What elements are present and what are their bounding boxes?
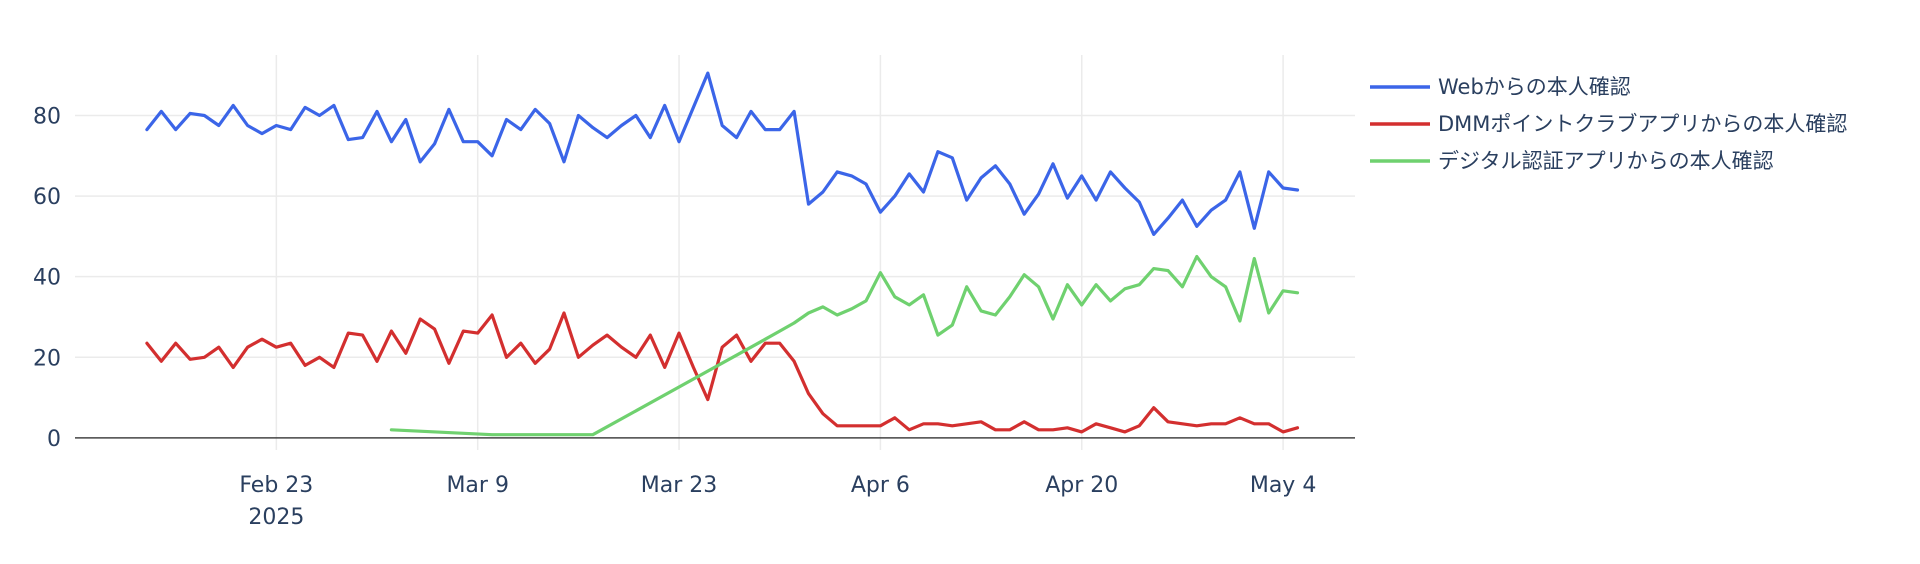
x-tick-label: Apr 20 bbox=[1045, 473, 1118, 498]
y-tick-label: 0 bbox=[47, 427, 61, 452]
x-tick-sublabel: 2025 bbox=[248, 505, 304, 530]
series-line-3 bbox=[389, 254, 1300, 437]
legend-item[interactable]: Webからの本人確認 bbox=[1370, 75, 1631, 99]
y-tick-label: 20 bbox=[33, 346, 61, 371]
legend[interactable]: Webからの本人確認 DMMポイントクラブアプリからの本人確認デジタル認証アプリか… bbox=[1370, 75, 1847, 173]
legend-label: DMMポイントクラブアプリからの本人確認 bbox=[1438, 112, 1847, 136]
y-tick-label: 40 bbox=[33, 266, 61, 291]
legend-label: デジタル認証アプリからの本人確認 bbox=[1438, 149, 1774, 173]
legend-item[interactable]: デジタル認証アプリからの本人確認 bbox=[1370, 149, 1774, 173]
y-tick-label: 60 bbox=[33, 185, 61, 210]
series-lines bbox=[145, 71, 1300, 437]
series-line-2 bbox=[145, 311, 1300, 434]
legend-item[interactable]: DMMポイントクラブアプリからの本人確認 bbox=[1370, 112, 1847, 136]
x-tick-label: May 4 bbox=[1250, 473, 1316, 498]
grid-lines bbox=[75, 55, 1355, 450]
axes: Feb 23 2025 Mar 9 Mar 23 Apr 6 Apr 20 May 4 0 20… bbox=[33, 104, 1355, 530]
legend-label: Webからの本人確認 bbox=[1438, 75, 1631, 99]
series-line-1 bbox=[145, 71, 1300, 236]
x-tick-label: Mar 9 bbox=[446, 473, 509, 498]
y-tick-label: 80 bbox=[33, 104, 61, 129]
x-tick-label: Apr 6 bbox=[851, 473, 910, 498]
x-tick-label: Feb 23 bbox=[239, 473, 313, 498]
x-tick-label: Mar 23 bbox=[641, 473, 718, 498]
